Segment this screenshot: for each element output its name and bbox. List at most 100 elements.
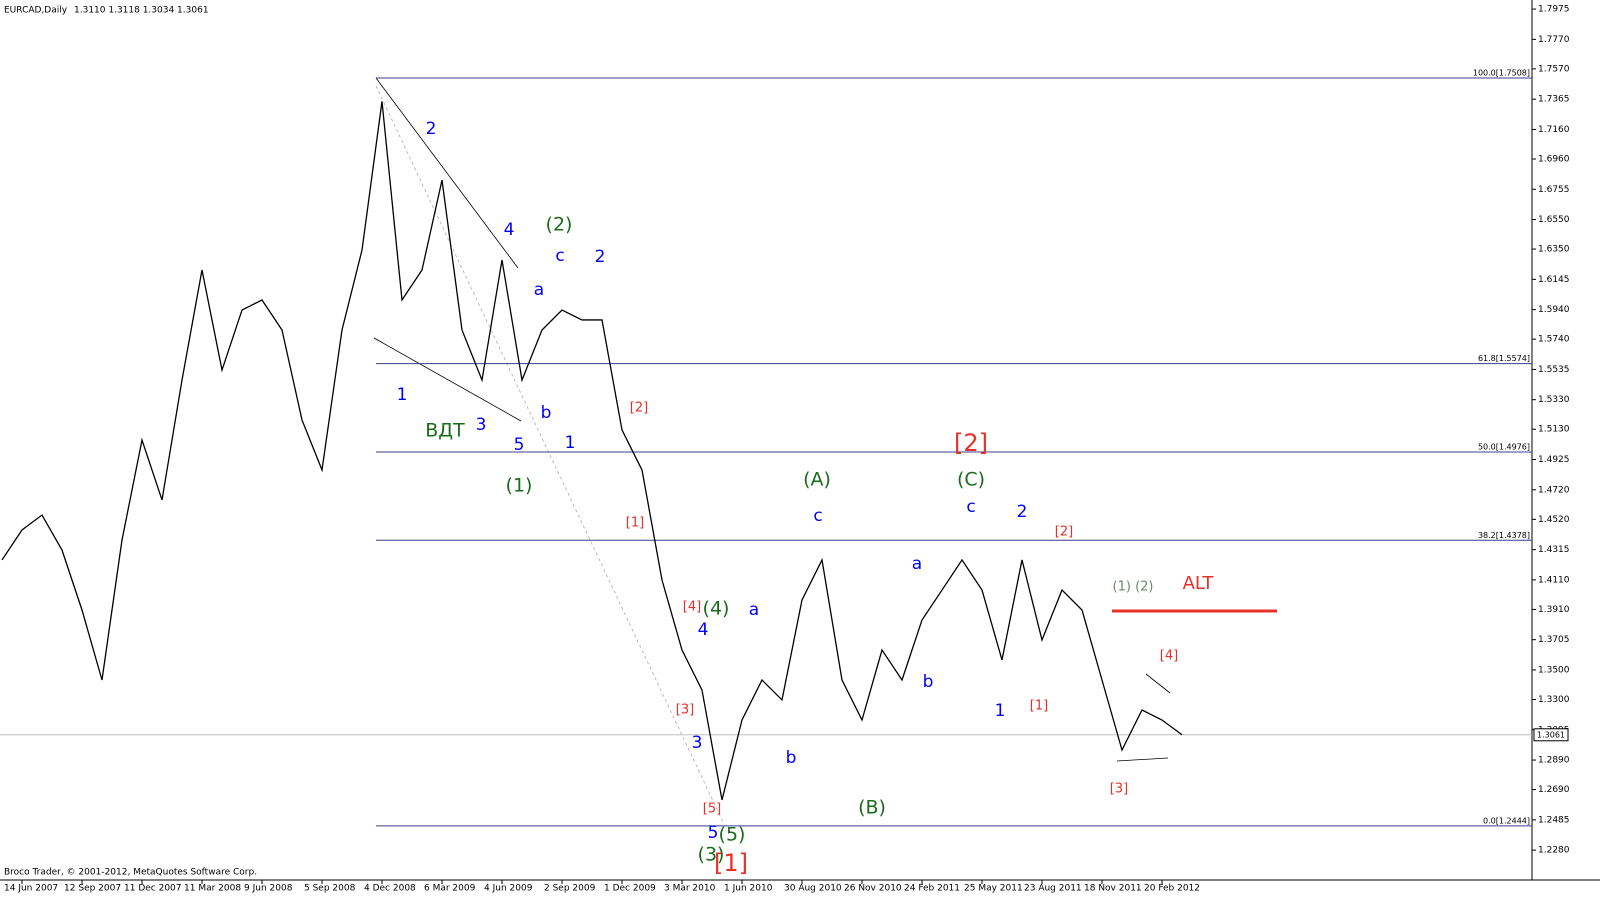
wave-label: b [541, 403, 552, 423]
x-tick-label: 12 Sep 2007 [64, 884, 121, 894]
wave-label: [2] [954, 429, 988, 457]
x-tick-label: 3 Mar 2010 [664, 884, 716, 894]
wave-label: [4] [1160, 649, 1178, 664]
wave-label: (4) [703, 598, 730, 620]
wave-label: c [555, 246, 564, 266]
wave-label: [1] [1030, 699, 1048, 714]
wave-label: 3 [476, 415, 487, 435]
x-tick-label: 4 Dec 2008 [364, 884, 416, 894]
fib-label: 0.0[1.2444] [1483, 816, 1530, 825]
x-tick-label: 11 Mar 2008 [184, 884, 241, 894]
y-tick-label: 1.7570 [1538, 64, 1570, 74]
y-tick-label: 1.4110 [1538, 575, 1570, 585]
y-tick-label: 1.7160 [1538, 125, 1570, 135]
y-tick-label: 1.2280 [1538, 846, 1570, 856]
x-tick-label: 30 Aug 2010 [784, 884, 842, 894]
wave-label: ALT [1183, 573, 1215, 594]
wave-label: 2 [595, 247, 606, 267]
fib-label: 38.2[1.4378] [1478, 531, 1530, 540]
y-tick-label: 1.7770 [1538, 35, 1570, 45]
wave-label: a [912, 554, 922, 574]
y-tick-label: 1.7975 [1538, 5, 1570, 15]
x-tick-label: 6 Mar 2009 [424, 884, 476, 894]
y-tick-label: 1.6550 [1538, 215, 1570, 225]
wave-label: 5 [514, 435, 525, 455]
x-tick-label: 18 Nov 2011 [1084, 884, 1142, 894]
y-tick-label: 1.6350 [1538, 245, 1570, 255]
ohlc: 1.3110 1.3118 1.3034 1.3061 [74, 6, 209, 16]
x-tick-label: 2 Sep 2009 [544, 884, 596, 894]
wave-label: [3] [676, 703, 694, 718]
x-tick-label: 11 Dec 2007 [124, 884, 182, 894]
wave-label: [1] [626, 516, 644, 531]
y-tick-label: 1.3910 [1538, 605, 1570, 615]
wave-label: b [786, 748, 797, 768]
wave-label: ВДТ [425, 420, 465, 442]
y-tick-label: 1.3500 [1538, 665, 1570, 675]
wave-label: [2] [1055, 525, 1073, 540]
wave-label: (1) [506, 475, 533, 497]
wave-label: 2 [1017, 502, 1028, 522]
wave-label: b [923, 672, 934, 692]
wave-label: c [966, 497, 975, 517]
wave-label: 1 [397, 385, 408, 405]
footer: Broco Trader, © 2001-2012, MetaQuotes So… [4, 868, 257, 878]
wave-label: (B) [858, 797, 886, 819]
price-line [1, 101, 1183, 801]
y-tick-label: 1.6145 [1538, 275, 1570, 285]
y-tick-label: 1.4925 [1538, 455, 1570, 465]
y-tick-label: 1.7365 [1538, 95, 1570, 105]
x-tick-label: 14 Jun 2007 [4, 884, 58, 894]
y-tick-label: 1.5535 [1538, 365, 1570, 375]
trend-line [1145, 673, 1171, 694]
wave-label: (2) [546, 214, 573, 236]
trend-line [375, 77, 519, 269]
x-tick-label: 25 May 2011 [964, 884, 1023, 894]
price-box-label: 1.3061 [1537, 730, 1565, 739]
y-tick-label: 1.2690 [1538, 785, 1570, 795]
wave-label: [4] [683, 600, 701, 615]
y-tick-label: 1.4720 [1538, 485, 1570, 495]
fib-label: 100.0[1.7508] [1473, 69, 1530, 78]
price-box [1533, 728, 1569, 742]
wave-label: (3) [698, 844, 725, 866]
wave-label: 2 [426, 119, 437, 139]
y-tick-label: 1.5130 [1538, 425, 1570, 435]
wave-label: 3 [692, 733, 703, 753]
wave-label: (A) [803, 469, 831, 491]
y-tick-label: 1.6960 [1538, 154, 1570, 164]
wave-label: 4 [504, 220, 515, 240]
y-tick-label: 1.2890 [1538, 756, 1570, 766]
y-tick-label: 1.3705 [1538, 635, 1570, 645]
wave-label: c [813, 506, 822, 526]
y-tick-label: 1.5740 [1538, 335, 1570, 345]
wave-label: (1) (2) [1113, 580, 1154, 595]
wave-label: (5) [719, 824, 746, 846]
trend-line [373, 337, 522, 422]
y-tick-label: 1.2485 [1538, 815, 1570, 825]
x-tick-label: 1 Dec 2009 [604, 884, 656, 894]
wave-label: [5] [703, 802, 721, 817]
y-tick-label: 1.5940 [1538, 305, 1570, 315]
wave-label: [1] [714, 849, 748, 877]
wave-label: a [749, 600, 759, 620]
trend-line [375, 85, 724, 823]
trend-line [1116, 757, 1169, 762]
wave-label: 1 [565, 433, 576, 453]
x-tick-label: 20 Feb 2012 [1144, 884, 1200, 894]
x-tick-label: 9 Jun 2008 [244, 884, 293, 894]
wave-label: a [534, 280, 544, 300]
chart-title: EURCAD,Daily [4, 6, 68, 16]
x-tick-label: 5 Sep 2008 [304, 884, 356, 894]
y-tick-label: 1.3300 [1538, 695, 1570, 705]
fib-label: 50.0[1.4976] [1478, 442, 1530, 451]
fib-label: 61.8[1.5574] [1478, 354, 1530, 363]
y-tick-label: 1.4315 [1538, 545, 1570, 555]
wave-label: 1 [995, 701, 1006, 721]
wave-label: (C) [957, 469, 985, 491]
x-tick-label: 1 Jun 2010 [724, 884, 773, 894]
y-tick-label: 1.5330 [1538, 395, 1570, 405]
x-tick-label: 24 Feb 2011 [904, 884, 960, 894]
